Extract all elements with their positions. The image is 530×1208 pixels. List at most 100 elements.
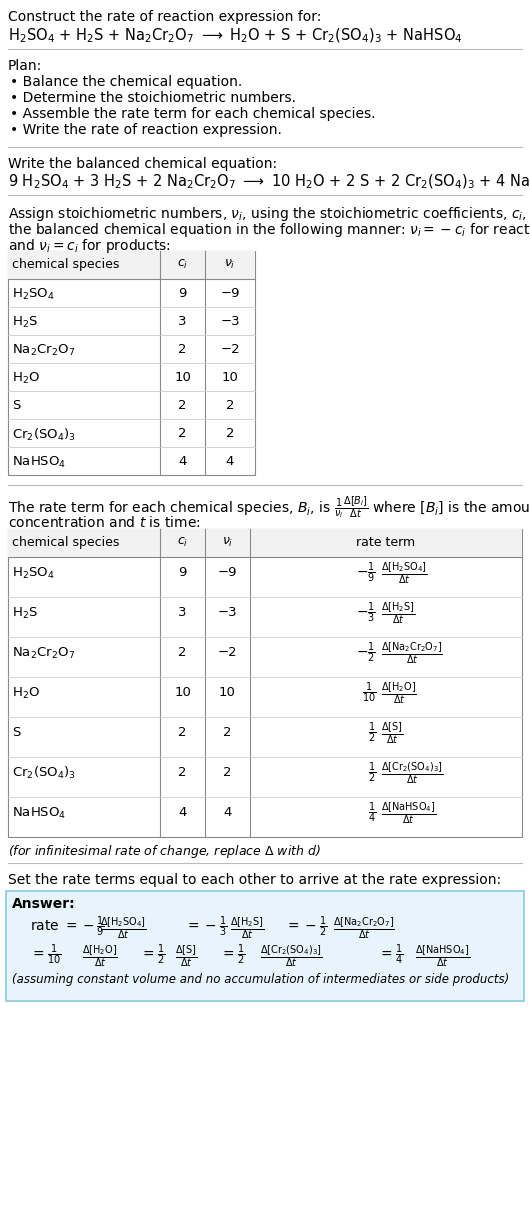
Text: 4: 4 xyxy=(226,455,234,467)
Text: 2: 2 xyxy=(226,426,234,440)
Text: $\nu_i$: $\nu_i$ xyxy=(224,259,236,271)
Text: Na$_2$Cr$_2$O$_7$: Na$_2$Cr$_2$O$_7$ xyxy=(12,343,75,358)
Text: 3: 3 xyxy=(178,315,187,329)
Text: $\frac{\Delta[\mathrm{H_2S}]}{\Delta t}$: $\frac{\Delta[\mathrm{H_2S}]}{\Delta t}$ xyxy=(230,914,264,941)
Text: $\frac{\Delta[\mathrm{Na_2Cr_2O_7}]}{\Delta t}$: $\frac{\Delta[\mathrm{Na_2Cr_2O_7}]}{\De… xyxy=(381,640,443,666)
Text: concentration and $t$ is time:: concentration and $t$ is time: xyxy=(8,515,201,530)
Text: 9: 9 xyxy=(178,288,187,300)
Text: 10: 10 xyxy=(174,371,191,384)
Text: $\frac{\Delta[\mathrm{H_2O}]}{\Delta t}$: $\frac{\Delta[\mathrm{H_2O}]}{\Delta t}$ xyxy=(82,943,118,969)
Text: −3: −3 xyxy=(218,606,237,620)
Text: rate $= -\frac{1}{9}$: rate $= -\frac{1}{9}$ xyxy=(30,914,105,940)
Text: (assuming constant volume and no accumulation of intermediates or side products): (assuming constant volume and no accumul… xyxy=(12,972,509,986)
Text: $\frac{\Delta[\mathrm{Cr_2(SO_4)_3}]}{\Delta t}$: $\frac{\Delta[\mathrm{Cr_2(SO_4)_3}]}{\D… xyxy=(260,943,322,969)
Text: $\frac{1}{4}$: $\frac{1}{4}$ xyxy=(368,801,376,825)
Text: $\frac{1}{2}$: $\frac{1}{2}$ xyxy=(368,721,376,745)
Text: $\frac{\Delta[\mathrm{H_2SO_4}]}{\Delta t}$: $\frac{\Delta[\mathrm{H_2SO_4}]}{\Delta … xyxy=(381,561,428,586)
Text: $\frac{\Delta[\mathrm{S}]}{\Delta t}$: $\frac{\Delta[\mathrm{S}]}{\Delta t}$ xyxy=(175,943,197,969)
Text: 2: 2 xyxy=(178,767,187,779)
Text: Construct the rate of reaction expression for:: Construct the rate of reaction expressio… xyxy=(8,10,321,24)
Text: $\frac{\Delta[\mathrm{H_2S}]}{\Delta t}$: $\frac{\Delta[\mathrm{H_2S}]}{\Delta t}$ xyxy=(381,600,416,626)
Text: Set the rate terms equal to each other to arrive at the rate expression:: Set the rate terms equal to each other t… xyxy=(8,873,501,887)
Bar xyxy=(8,251,255,279)
Text: H$_2$SO$_4$: H$_2$SO$_4$ xyxy=(12,288,55,302)
Bar xyxy=(8,529,522,837)
Text: $\frac{\Delta[\mathrm{S}]}{\Delta t}$: $\frac{\Delta[\mathrm{S}]}{\Delta t}$ xyxy=(381,720,403,745)
Text: chemical species: chemical species xyxy=(12,536,119,548)
Text: H$_2$O: H$_2$O xyxy=(12,371,40,387)
Text: The rate term for each chemical species, $B_i$, is $\frac{1}{\nu_i}\frac{\Delta[: The rate term for each chemical species,… xyxy=(8,495,530,521)
Text: −2: −2 xyxy=(220,343,240,356)
Text: • Assemble the rate term for each chemical species.: • Assemble the rate term for each chemic… xyxy=(10,108,375,121)
Bar xyxy=(8,251,255,475)
Text: $\frac{\Delta[\mathrm{Cr_2(SO_4)_3}]}{\Delta t}$: $\frac{\Delta[\mathrm{Cr_2(SO_4)_3}]}{\D… xyxy=(381,760,444,786)
Text: rate term: rate term xyxy=(357,536,416,548)
Text: 9 H$_2$SO$_4$ + 3 H$_2$S + 2 Na$_2$Cr$_2$O$_7$ $\longrightarrow$ 10 H$_2$O + 2 S: 9 H$_2$SO$_4$ + 3 H$_2$S + 2 Na$_2$Cr$_2… xyxy=(8,173,530,191)
Text: $= -\frac{1}{2}$: $= -\frac{1}{2}$ xyxy=(285,914,327,940)
Text: H$_2$S: H$_2$S xyxy=(12,605,38,621)
Text: 2: 2 xyxy=(178,426,187,440)
Text: Assign stoichiometric numbers, $\nu_i$, using the stoichiometric coefficients, $: Assign stoichiometric numbers, $\nu_i$, … xyxy=(8,205,530,223)
Text: 2: 2 xyxy=(178,343,187,356)
Text: 10: 10 xyxy=(222,371,238,384)
Text: 4: 4 xyxy=(223,807,232,819)
Text: $\nu_i$: $\nu_i$ xyxy=(222,536,233,550)
Text: H$_2$SO$_4$: H$_2$SO$_4$ xyxy=(12,565,55,581)
Text: $= \frac{1}{2}$: $= \frac{1}{2}$ xyxy=(220,943,245,968)
Text: −2: −2 xyxy=(218,646,237,660)
Text: −9: −9 xyxy=(218,567,237,580)
Text: Plan:: Plan: xyxy=(8,59,42,72)
Text: (for infinitesimal rate of change, replace $\Delta$ with $d$): (for infinitesimal rate of change, repla… xyxy=(8,843,321,860)
Text: $\frac{1}{2}$: $\frac{1}{2}$ xyxy=(368,761,376,785)
Text: • Determine the stoichiometric numbers.: • Determine the stoichiometric numbers. xyxy=(10,91,296,105)
Text: 2: 2 xyxy=(178,399,187,412)
Text: 10: 10 xyxy=(174,686,191,699)
Text: 4: 4 xyxy=(178,807,187,819)
Text: $\frac{\Delta[\mathrm{NaHSO_4}]}{\Delta t}$: $\frac{\Delta[\mathrm{NaHSO_4}]}{\Delta … xyxy=(381,800,436,826)
Text: 2: 2 xyxy=(178,646,187,660)
Text: H$_2$S: H$_2$S xyxy=(12,315,38,330)
Text: and $\nu_i = c_i$ for products:: and $\nu_i = c_i$ for products: xyxy=(8,237,171,255)
Text: $-\frac{1}{9}$: $-\frac{1}{9}$ xyxy=(356,561,376,585)
Text: Cr$_2$(SO$_4$)$_3$: Cr$_2$(SO$_4$)$_3$ xyxy=(12,765,76,782)
Text: Na$_2$Cr$_2$O$_7$: Na$_2$Cr$_2$O$_7$ xyxy=(12,645,75,661)
Text: $= \frac{1}{10}$: $= \frac{1}{10}$ xyxy=(30,943,61,968)
Text: S: S xyxy=(12,399,20,412)
Text: H$_2$O: H$_2$O xyxy=(12,685,40,701)
Text: chemical species: chemical species xyxy=(12,259,119,271)
Text: $= \frac{1}{2}$: $= \frac{1}{2}$ xyxy=(140,943,165,968)
Text: $\frac{1}{10}$: $\frac{1}{10}$ xyxy=(361,681,376,705)
Text: 2: 2 xyxy=(223,767,232,779)
Text: the balanced chemical equation in the following manner: $\nu_i = -c_i$ for react: the balanced chemical equation in the fo… xyxy=(8,221,530,239)
Text: 2: 2 xyxy=(223,726,232,739)
Text: NaHSO$_4$: NaHSO$_4$ xyxy=(12,806,66,820)
Text: $c_i$: $c_i$ xyxy=(177,259,188,271)
Text: Write the balanced chemical equation:: Write the balanced chemical equation: xyxy=(8,157,277,172)
Text: NaHSO$_4$: NaHSO$_4$ xyxy=(12,455,66,470)
Text: 10: 10 xyxy=(219,686,236,699)
Text: $= \frac{1}{4}$: $= \frac{1}{4}$ xyxy=(378,943,403,968)
Text: • Balance the chemical equation.: • Balance the chemical equation. xyxy=(10,75,242,89)
Text: Answer:: Answer: xyxy=(12,898,76,911)
Text: • Write the rate of reaction expression.: • Write the rate of reaction expression. xyxy=(10,123,282,137)
Text: S: S xyxy=(12,726,20,739)
Text: $-\frac{1}{2}$: $-\frac{1}{2}$ xyxy=(356,640,376,666)
Text: −3: −3 xyxy=(220,315,240,329)
Text: 2: 2 xyxy=(226,399,234,412)
Text: −9: −9 xyxy=(220,288,240,300)
Text: 4: 4 xyxy=(178,455,187,467)
Text: $-\frac{1}{3}$: $-\frac{1}{3}$ xyxy=(356,600,376,626)
Text: H$_2$SO$_4$ + H$_2$S + Na$_2$Cr$_2$O$_7$ $\longrightarrow$ H$_2$O + S + Cr$_2$(S: H$_2$SO$_4$ + H$_2$S + Na$_2$Cr$_2$O$_7$… xyxy=(8,27,463,46)
FancyBboxPatch shape xyxy=(6,892,524,1001)
Text: Cr$_2$(SO$_4$)$_3$: Cr$_2$(SO$_4$)$_3$ xyxy=(12,426,76,443)
Text: $\frac{\Delta[\mathrm{H_2SO_4}]}{\Delta t}$: $\frac{\Delta[\mathrm{H_2SO_4}]}{\Delta … xyxy=(100,914,147,941)
Bar xyxy=(8,529,522,557)
Text: $c_i$: $c_i$ xyxy=(177,536,188,550)
Text: $= -\frac{1}{3}$: $= -\frac{1}{3}$ xyxy=(185,914,227,940)
Text: $\frac{\Delta[\mathrm{Na_2Cr_2O_7}]}{\Delta t}$: $\frac{\Delta[\mathrm{Na_2Cr_2O_7}]}{\De… xyxy=(333,914,395,941)
Text: 3: 3 xyxy=(178,606,187,620)
Text: 9: 9 xyxy=(178,567,187,580)
Text: 2: 2 xyxy=(178,726,187,739)
Text: $\frac{\Delta[\mathrm{H_2O}]}{\Delta t}$: $\frac{\Delta[\mathrm{H_2O}]}{\Delta t}$ xyxy=(381,680,417,705)
Text: $\frac{\Delta[\mathrm{NaHSO_4}]}{\Delta t}$: $\frac{\Delta[\mathrm{NaHSO_4}]}{\Delta … xyxy=(415,943,470,969)
